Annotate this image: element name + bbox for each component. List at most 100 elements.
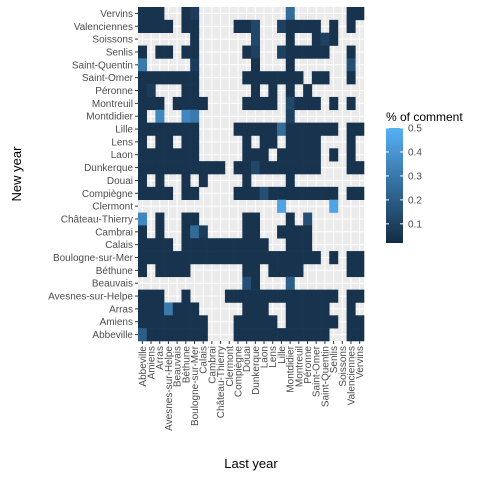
heatmap-cell [146,251,156,265]
heatmap-cell [172,96,182,111]
heatmap-cell [138,96,147,111]
heatmap-cell [172,122,182,136]
heatmap-cell [172,251,182,265]
heatmap-cell [138,302,147,316]
heatmap-cell [268,328,278,342]
heatmap-cell [146,122,156,136]
heatmap-cell [155,186,165,200]
heatmap-cell [329,32,339,46]
heatmap-cell [259,148,269,162]
y-tick-label: Péronne [95,86,133,97]
heatmap-cell [155,263,165,278]
heatmap-cell [172,148,182,162]
heatmap-cell [146,161,156,175]
heatmap-cell [285,289,295,303]
legend-tick-label: 0.4 [408,147,422,158]
heatmap-cell [155,302,165,316]
y-tick-label: Compiègne [82,189,134,200]
heatmap-cell [268,96,278,111]
heatmap-cell [181,135,191,149]
x-tick-label: Beauvais [173,346,184,387]
y-tick-label: Amiens [100,317,133,328]
heatmap-cell [190,148,200,162]
heatmap-cell [294,302,304,316]
heatmap-cell [355,186,365,200]
heatmap-cell [277,71,287,85]
heatmap-cell [285,212,295,226]
heatmap-cell [155,238,165,252]
heatmap-cell [329,289,339,303]
legend-tick-label: 0.3 [408,171,422,182]
heatmap-cell [138,109,147,123]
heatmap-cell [251,225,260,239]
heatmap-cell [138,174,147,188]
heatmap-cell [320,302,330,316]
heatmap-cell [259,251,269,265]
heatmap-cell [198,174,208,188]
heatmap-cell [181,263,191,278]
heatmap-cell [190,7,200,21]
heatmap-cell [268,186,278,200]
heatmap-cell [285,135,295,149]
heatmap-cell [172,328,182,342]
heatmap-cell [294,148,304,162]
heatmap-cell [164,238,174,252]
heatmap-cell [207,161,217,175]
heatmap-cell [311,71,321,85]
heatmap-cell [242,186,252,200]
heatmap-cell [346,263,356,278]
heatmap-cell [346,122,356,136]
heatmap-cell [251,45,260,59]
heatmap-cell [155,45,165,59]
y-tick-label: Laon [111,150,133,161]
heatmap-cell [155,212,165,226]
heatmap-cell [146,19,156,33]
heatmap-cell [259,238,269,252]
heatmap-cell [294,186,304,200]
heatmap-cell [251,251,260,265]
heatmap-cell [251,263,260,278]
heatmap-cell [329,315,339,329]
heatmap-cell [155,315,165,329]
heatmap-cell [355,315,365,329]
heatmap-cell [198,225,208,239]
heatmap-cell [155,328,165,342]
heatmap-cell [277,289,287,303]
x-tick-label: Avesnes-sur-Helpe [164,346,175,431]
heatmap-cell [181,122,191,136]
heatmap-cell [311,96,321,111]
heatmap-cell [285,32,295,46]
heatmap-cell [303,238,313,252]
x-tick-label: Amiens [147,346,158,379]
heatmap-cell [172,263,182,278]
heatmap-cell [259,328,269,342]
heatmap-cell [294,289,304,303]
heatmap-cell [294,122,304,136]
heatmap-cell [190,71,200,85]
heatmap-cell [190,328,200,342]
legend: % of comment 0.1 0.2 0.3 0.4 0.5 [386,110,463,243]
heatmap-cell [277,186,287,200]
heatmap-cell [320,122,330,136]
heatmap-cell [268,161,278,175]
heatmap-cell [146,84,156,98]
heatmap-cell [164,45,174,59]
heatmap-cell [251,84,260,98]
heatmap-cell [198,328,208,342]
heatmap-cell [285,84,295,98]
x-tick-label: Arras [155,346,166,370]
heatmap-cell [294,71,304,85]
heatmap-cell [233,251,243,265]
heatmap-cell [190,32,200,46]
y-tick-label: Calais [105,240,133,251]
heatmap-cell [242,174,252,188]
y-tick-label: Soissons [92,35,133,46]
x-tick-label: Saint-Quentin [320,346,331,407]
heatmap-cell [311,148,321,162]
heatmap-cell [320,328,330,342]
x-tick-label: Soissons [338,346,349,387]
heatmap-cell [242,19,252,33]
heatmap-cell [329,122,339,136]
heatmap-cell [346,71,356,85]
heatmap-cell [346,161,356,175]
